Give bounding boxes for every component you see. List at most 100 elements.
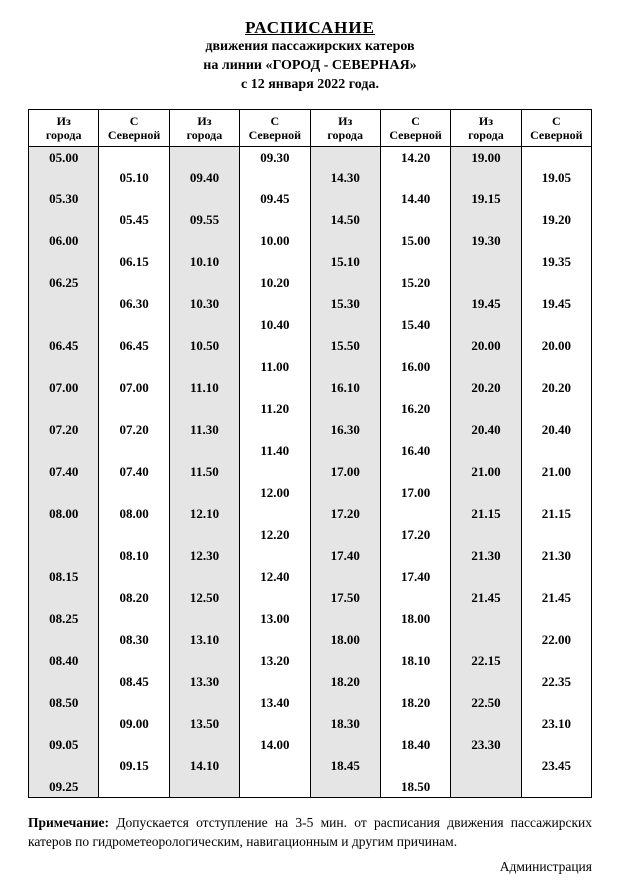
time-cell: 11.50 bbox=[169, 462, 239, 483]
time-cell: 08.45 bbox=[99, 672, 169, 693]
time-cell: 19.45 bbox=[521, 294, 591, 315]
time-cell bbox=[169, 147, 239, 168]
time-cell bbox=[451, 483, 521, 504]
time-cell bbox=[451, 399, 521, 420]
table-row: 07.0007.0011.1016.1020.2020.20 bbox=[29, 378, 592, 399]
time-cell bbox=[451, 357, 521, 378]
time-cell bbox=[451, 630, 521, 651]
time-cell: 19.05 bbox=[521, 168, 591, 189]
time-cell: 23.10 bbox=[521, 714, 591, 735]
time-cell bbox=[29, 315, 99, 336]
time-cell: 22.50 bbox=[451, 693, 521, 714]
note-text: Допускается отступление на 3-5 мин. от р… bbox=[28, 815, 592, 848]
table-body: 05.0009.3014.2019.0005.1009.4014.3019.05… bbox=[29, 147, 592, 798]
schedule-subtitle-1: движения пассажирских катеров bbox=[28, 38, 592, 57]
time-cell: 11.30 bbox=[169, 420, 239, 441]
time-cell: 05.45 bbox=[99, 210, 169, 231]
time-cell: 12.40 bbox=[240, 567, 310, 588]
time-cell bbox=[29, 252, 99, 273]
time-cell: 19.00 bbox=[451, 147, 521, 168]
time-cell: 07.00 bbox=[29, 378, 99, 399]
time-cell bbox=[169, 483, 239, 504]
time-cell bbox=[310, 147, 380, 168]
time-cell: 09.45 bbox=[240, 189, 310, 210]
time-cell: 08.50 bbox=[29, 693, 99, 714]
time-cell bbox=[310, 483, 380, 504]
time-cell bbox=[240, 630, 310, 651]
time-cell: 05.30 bbox=[29, 189, 99, 210]
time-cell bbox=[310, 315, 380, 336]
time-cell: 09.25 bbox=[29, 777, 99, 798]
time-cell bbox=[380, 630, 450, 651]
time-cell bbox=[380, 588, 450, 609]
time-cell bbox=[521, 777, 591, 798]
time-cell: 08.00 bbox=[29, 504, 99, 525]
time-cell bbox=[29, 441, 99, 462]
time-cell bbox=[521, 273, 591, 294]
time-cell: 12.10 bbox=[169, 504, 239, 525]
table-row: 07.2007.2011.3016.3020.4020.40 bbox=[29, 420, 592, 441]
time-cell: 06.15 bbox=[99, 252, 169, 273]
time-cell: 09.55 bbox=[169, 210, 239, 231]
time-cell bbox=[99, 357, 169, 378]
time-cell bbox=[169, 357, 239, 378]
schedule-header: РАСПИСАНИЕ движения пассажирских катеров… bbox=[28, 18, 592, 95]
time-cell bbox=[451, 525, 521, 546]
time-cell: 20.00 bbox=[451, 336, 521, 357]
time-cell bbox=[99, 609, 169, 630]
time-cell bbox=[169, 777, 239, 798]
time-cell bbox=[451, 252, 521, 273]
table-row: 08.2513.0018.00 bbox=[29, 609, 592, 630]
time-cell bbox=[451, 315, 521, 336]
time-cell bbox=[451, 672, 521, 693]
time-cell bbox=[240, 378, 310, 399]
table-row: 09.0013.5018.3023.10 bbox=[29, 714, 592, 735]
time-cell bbox=[521, 441, 591, 462]
time-cell bbox=[380, 756, 450, 777]
time-cell: 07.20 bbox=[99, 420, 169, 441]
time-cell: 20.20 bbox=[521, 378, 591, 399]
time-cell bbox=[310, 525, 380, 546]
column-header: ССеверной bbox=[380, 109, 450, 147]
time-cell: 09.30 bbox=[240, 147, 310, 168]
time-cell bbox=[99, 525, 169, 546]
table-header-row: ИзгородаССевернойИзгородаССевернойИзгоро… bbox=[29, 109, 592, 147]
time-cell: 15.30 bbox=[310, 294, 380, 315]
time-cell: 19.35 bbox=[521, 252, 591, 273]
time-cell bbox=[240, 672, 310, 693]
time-cell: 07.40 bbox=[29, 462, 99, 483]
time-cell: 18.40 bbox=[380, 735, 450, 756]
schedule-table: ИзгородаССевернойИзгородаССевернойИзгоро… bbox=[28, 109, 592, 799]
table-row: 09.1514.1018.4523.45 bbox=[29, 756, 592, 777]
time-cell bbox=[240, 294, 310, 315]
time-cell bbox=[169, 567, 239, 588]
time-cell bbox=[521, 651, 591, 672]
time-cell: 06.45 bbox=[29, 336, 99, 357]
schedule-subtitle-3: с 12 января 2022 года. bbox=[28, 76, 592, 95]
time-cell bbox=[380, 714, 450, 735]
time-cell: 10.30 bbox=[169, 294, 239, 315]
table-row: 08.1012.3017.4021.3021.30 bbox=[29, 546, 592, 567]
time-cell: 11.00 bbox=[240, 357, 310, 378]
time-cell bbox=[99, 147, 169, 168]
time-cell: 13.50 bbox=[169, 714, 239, 735]
time-cell: 13.10 bbox=[169, 630, 239, 651]
time-cell bbox=[521, 357, 591, 378]
time-cell bbox=[451, 777, 521, 798]
table-row: 05.1009.4014.3019.05 bbox=[29, 168, 592, 189]
note-label: Примечание: bbox=[28, 815, 109, 830]
table-row: 12.0017.00 bbox=[29, 483, 592, 504]
time-cell bbox=[240, 714, 310, 735]
table-row: 06.0010.0015.0019.30 bbox=[29, 231, 592, 252]
time-cell: 12.30 bbox=[169, 546, 239, 567]
time-cell bbox=[99, 273, 169, 294]
table-row: 11.0016.00 bbox=[29, 357, 592, 378]
time-cell bbox=[451, 609, 521, 630]
time-cell bbox=[521, 567, 591, 588]
time-cell bbox=[169, 651, 239, 672]
time-cell bbox=[240, 588, 310, 609]
time-cell: 16.40 bbox=[380, 441, 450, 462]
time-cell bbox=[310, 777, 380, 798]
time-cell: 21.45 bbox=[451, 588, 521, 609]
time-cell bbox=[240, 168, 310, 189]
